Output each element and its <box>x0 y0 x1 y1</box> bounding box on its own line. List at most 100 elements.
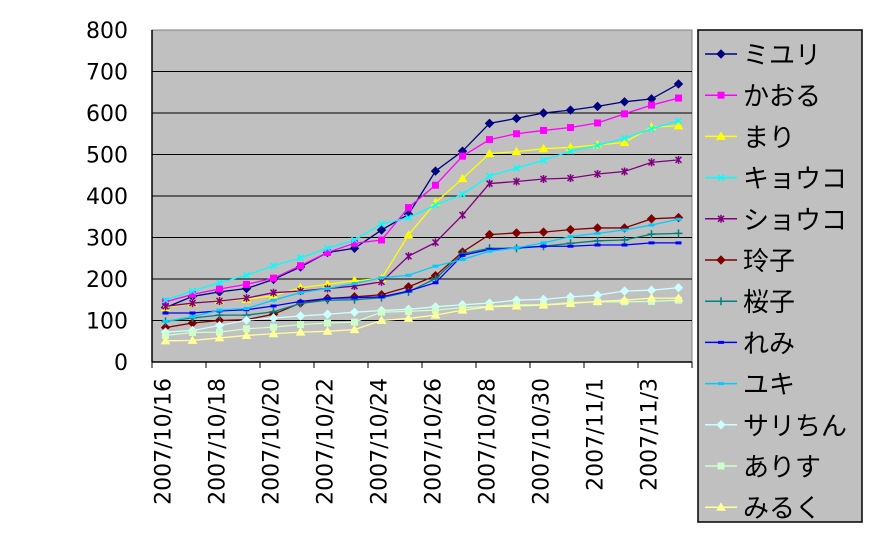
star-marker <box>431 238 440 247</box>
star-marker <box>647 158 656 167</box>
y-tick-label: 800 <box>86 19 128 44</box>
diamond-marker <box>241 315 252 325</box>
square-marker <box>717 91 725 99</box>
x-marker <box>323 244 332 252</box>
legend-label: みるく <box>743 494 821 524</box>
legend-item: みるく <box>705 494 821 524</box>
triangle-marker <box>592 296 603 305</box>
legend-item: 玲子 <box>705 247 795 277</box>
x-marker <box>296 254 305 262</box>
square-marker <box>459 152 466 160</box>
diamond-marker <box>673 79 684 89</box>
triangle-marker <box>295 327 306 336</box>
legend-label: ユキ <box>743 371 795 401</box>
x-tick-label: 2007/11/3 <box>638 378 663 491</box>
x-marker <box>404 214 413 222</box>
diamond-marker <box>619 286 630 296</box>
x-marker <box>242 271 251 279</box>
x-marker <box>161 296 170 304</box>
x-marker <box>674 117 683 125</box>
square-marker <box>594 119 601 127</box>
legend-label: れみ <box>743 329 795 359</box>
square-marker <box>297 321 304 329</box>
triangle-marker <box>403 230 414 239</box>
triangle-marker <box>376 315 387 324</box>
triangle-marker <box>160 335 171 345</box>
square-marker <box>540 126 547 134</box>
square-marker <box>378 236 385 244</box>
series-5 <box>161 155 683 311</box>
x-marker <box>717 174 725 182</box>
series-line <box>165 297 679 342</box>
diamond-marker <box>592 101 603 112</box>
diamond-marker <box>484 229 495 240</box>
star-marker <box>242 294 251 303</box>
star-marker <box>215 296 224 305</box>
triangle-marker <box>403 313 414 322</box>
y-tick-label: 0 <box>114 351 128 376</box>
star-marker <box>539 174 548 183</box>
diamond-marker <box>538 108 549 118</box>
y-tick-label: 100 <box>86 310 128 335</box>
diamond-marker <box>565 105 576 115</box>
star-marker <box>404 252 413 261</box>
legend-item: れみ <box>705 329 795 359</box>
triangle-marker <box>484 148 495 158</box>
legend-item: ショウコ <box>705 206 847 236</box>
triangle-marker <box>511 300 522 310</box>
y-tick-label: 200 <box>86 268 128 293</box>
star-marker <box>566 174 575 183</box>
triangle-marker <box>457 305 468 314</box>
triangle-marker <box>565 298 576 307</box>
plus-marker <box>647 230 656 239</box>
triangle-marker <box>187 335 198 344</box>
square-marker <box>189 329 196 337</box>
plus-marker <box>620 235 629 244</box>
star-marker <box>674 155 683 164</box>
diamond-marker <box>619 97 630 107</box>
legend-item: 桜子 <box>705 288 795 318</box>
x-tick-label: 2007/10/28 <box>476 378 501 505</box>
diamond-marker <box>538 227 549 237</box>
series-9 <box>162 217 682 323</box>
x-marker <box>350 236 359 244</box>
diamond-marker <box>268 313 279 323</box>
star-marker <box>269 288 278 297</box>
square-marker <box>567 124 574 132</box>
star-marker <box>485 179 494 188</box>
diamond-marker <box>511 113 522 124</box>
triangle-marker <box>673 120 684 130</box>
square-marker <box>351 318 358 326</box>
diamond-marker <box>716 255 726 265</box>
diamond-marker <box>716 49 726 59</box>
y-tick-label: 700 <box>86 61 128 86</box>
triangle-marker <box>484 301 495 311</box>
diamond-marker <box>322 309 333 319</box>
x-marker <box>485 172 494 180</box>
diamond-marker <box>484 118 495 129</box>
x-tick-label: 2007/10/26 <box>422 378 447 505</box>
series-12 <box>160 293 684 345</box>
legend-label: ありす <box>743 453 821 483</box>
x-marker <box>377 220 386 228</box>
y-tick-label: 300 <box>86 227 128 252</box>
diamond-marker <box>295 311 306 321</box>
x-marker <box>269 262 278 270</box>
y-tick-label: 400 <box>86 185 128 210</box>
series-line <box>165 287 679 333</box>
legend-label: 玲子 <box>743 247 795 277</box>
legend-label: まり <box>743 123 795 153</box>
square-marker <box>513 130 520 138</box>
triangle-marker <box>646 293 657 302</box>
star-marker <box>458 211 467 220</box>
x-marker <box>188 287 197 295</box>
x-tick-label: 2007/10/18 <box>206 378 231 505</box>
triangle-marker <box>538 300 549 309</box>
legend-item: サリちん <box>705 412 847 442</box>
x-marker <box>566 147 575 155</box>
x-tick-label: 2007/10/20 <box>260 378 285 505</box>
series-2 <box>162 94 682 306</box>
triangle-marker <box>673 293 684 302</box>
